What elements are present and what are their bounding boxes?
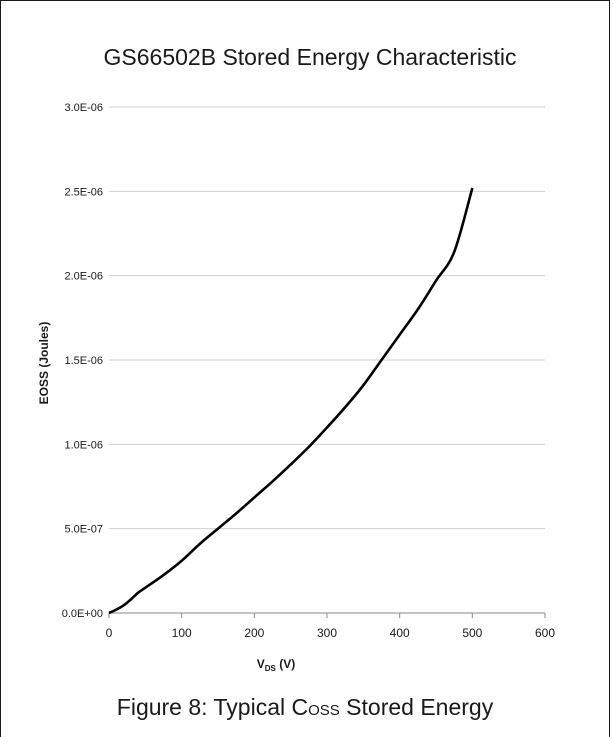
x-tick-label: 500 <box>462 626 482 640</box>
grid-lines <box>109 106 545 530</box>
y-tick-label: 5.0E-07 <box>64 524 103 536</box>
y-tick-label: 0.0E+00 <box>62 608 103 620</box>
eoss-series-line <box>108 187 474 615</box>
chart-title: GS66502B Stored Energy Characteristic <box>104 44 517 70</box>
y-tick-label: 2.0E-06 <box>64 271 103 283</box>
x-tick-label: 200 <box>244 626 264 640</box>
y-tick-label: 2.5E-06 <box>64 186 103 198</box>
x-tick-label: 300 <box>317 626 337 640</box>
y-tick-label: 1.5E-06 <box>64 355 103 367</box>
figure-caption: Figure 8: Typical COSS Stored Energy <box>116 694 494 720</box>
stored-energy-chart: GS66502B Stored Energy Characteristic 0.… <box>37 44 555 673</box>
x-tick-labels: 0 100 200 300 400 500 600 <box>106 613 555 640</box>
x-tick-label: 400 <box>390 626 410 640</box>
y-tick-labels: 0.0E+00 5.0E-07 1.0E-06 1.5E-06 2.0E-06 2.5E-… <box>62 102 103 620</box>
y-axis-label: EOSS (Joules) <box>37 322 51 405</box>
x-tick-label: 600 <box>535 626 555 640</box>
y-tick-label: 1.0E-06 <box>64 439 103 451</box>
x-tick-label: 0 <box>106 626 113 640</box>
y-tick-label: 3.0E-06 <box>64 102 103 114</box>
x-axis-label: VDS (V) <box>257 657 295 673</box>
x-tick-label: 100 <box>172 626 192 640</box>
